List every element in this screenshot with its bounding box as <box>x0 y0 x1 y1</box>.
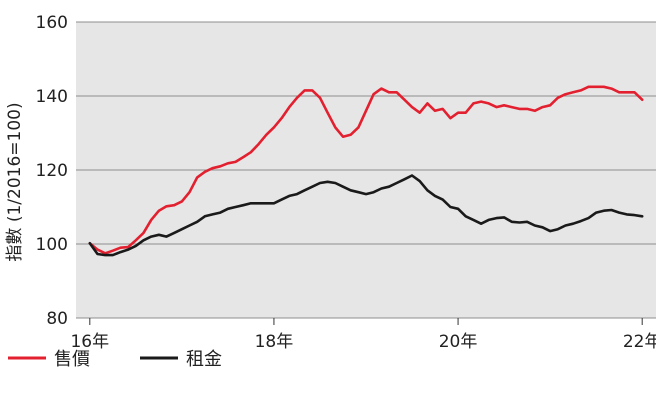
y-axis-label: 指數 (1/2016=100) <box>5 102 25 261</box>
series-lines <box>88 85 644 257</box>
gridlines <box>76 21 656 319</box>
legend-label-sale-price: 售價 <box>54 349 90 370</box>
y-tick-label: 100 <box>36 235 68 255</box>
y-tick-label: 120 <box>36 161 68 181</box>
x-tick-label: 18年 <box>255 332 294 352</box>
x-tick-label: 20年 <box>439 332 478 352</box>
legend: 售價 租金 <box>8 349 222 370</box>
y-tick-label: 140 <box>36 87 68 107</box>
series-line-0 <box>88 85 644 255</box>
legend-label-rent: 租金 <box>186 349 222 370</box>
x-tick-label: 16年 <box>70 332 109 352</box>
x-tick-label: 22年 <box>623 332 656 352</box>
y-tick-labels: 80 100 120 140 160 <box>36 13 68 329</box>
series-line-1 <box>88 174 644 257</box>
y-tick-label: 160 <box>36 13 68 33</box>
x-tick-labels: 16年 18年 20年 22年 <box>70 318 656 352</box>
y-tick-label: 80 <box>46 309 68 329</box>
